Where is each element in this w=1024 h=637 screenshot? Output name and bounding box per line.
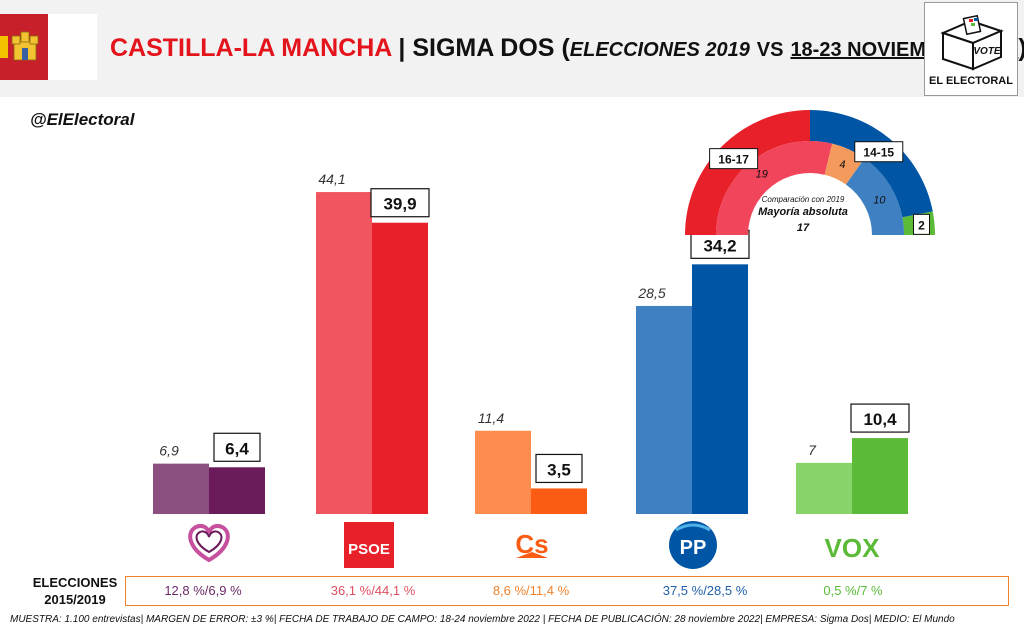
vox-history: 0,5 %/7 % [823,583,883,598]
cs-logo-icon: Cs [515,529,548,559]
hemicycle-inner-seg-2 [845,158,904,235]
cs-label-box-2022 [535,453,583,484]
pollster-name: SIGMA DOS [412,34,555,62]
cs-bar-2019 [475,430,531,514]
pp-history: 37,5 %/28,5 % [662,583,748,598]
cs-label-2022: 3,5 [547,460,571,479]
pp-bar-2022 [692,264,748,514]
podemos-logo-icon [188,523,230,563]
psoe-label-2022: 39,9 [383,195,416,214]
vox-logo-icon: VOX [825,533,881,563]
paren-open: ( [561,34,570,62]
el-electoral-logo: VOTE EL ELECTORAL [924,2,1018,96]
psoe-label-box-2022 [370,188,430,218]
cs-history: 8,6 %/11,4 % [492,583,570,598]
vox-bar-2022 [852,438,908,514]
podemos-label-2019: 6,9 [159,443,179,459]
header-bar: CASTILLA-LA MANCHA | SIGMA DOS (ELECCION… [0,0,1024,97]
elections-label-line2: 2015/2019 [44,592,106,607]
podemos-label-2022: 6,4 [225,439,249,458]
hemicycle-outer-label-2: 2 [918,218,925,232]
logo-name: EL ELECTORAL [929,75,1013,87]
page-title: CASTILLA-LA MANCHA | SIGMA DOS (ELECCION… [110,34,1024,63]
bars-layer: 6,9 6,4 44,1 39,9 11,4 3,5 28,5 34,2 7 10,4 [153,171,910,515]
paren-close: ) [1018,34,1024,62]
psoe-logo-icon: PSOE [344,522,394,568]
hemicycle-outer-box-0 [709,148,759,170]
pp-logo-text: PP [680,537,707,559]
psoe-label-2019: 44,1 [318,171,345,187]
hemicycle-inner-seg-0 [716,141,833,235]
bar-chart: 6,9 6,4 44,1 39,9 11,4 3,5 28,5 34,2 7 10,4 PSOE C… [153,110,935,569]
psoe-bar-2019 [316,192,372,514]
elections-row-label: ELECCIONES 2015/2019 [30,574,120,608]
podemos-bar-2019 [153,463,209,514]
vox-label-box-2022 [850,403,910,433]
hemicycle-majority-value: 17 [797,222,810,234]
vs-label: VS [756,39,784,61]
hemicycle-outer-seg-1 [810,110,933,218]
pp-label-2022: 34,2 [703,236,736,255]
ballot-box-icon: VOTE [940,14,1004,71]
cs-label-2019: 11,4 [478,410,504,426]
pp-logo-icon: PP [669,521,717,569]
party-logos-layer: PSOE Cs PP VOX [188,521,881,569]
podemos-label-box-2022 [213,432,261,462]
twitter-handle: @ElElectoral [30,110,135,129]
pp-label-2019: 28,5 [637,285,665,301]
vox-label-2019: 7 [808,442,817,458]
psoe-history: 36,1 %/44,1 % [330,583,416,598]
podemos-history: 12,8 %/6,9 % [164,583,242,598]
pp-label-box-2022 [690,229,750,259]
hemicycle-outer-box-2 [912,213,930,235]
hemicycle-compare-note: Comparación con 2019 [762,195,845,204]
elections-results-box [125,576,1009,606]
vox-bar-2019 [796,462,852,514]
vox-label-2022: 10,4 [863,410,897,429]
pp-bar-2019 [636,305,692,514]
seats-hemicycle: Comparación con 2019 Mayoría absoluta 17… [685,110,935,235]
hemicycle-majority-label: Mayoría absoluta [758,206,848,218]
elections-label-line1: ELECCIONES [32,575,118,590]
podemos-bar-2022 [209,467,265,514]
psoe-logo-text: PSOE [348,541,390,558]
hemicycle-inner-label-2: 10 [873,194,886,206]
vox-logo-text: VOX [825,533,881,563]
hemicycle-outer-seg-0 [685,110,810,235]
logo-vote-text: VOTE [973,46,1001,57]
title-separator: | [398,34,406,62]
hemicycle-outer-box-1 [854,141,904,163]
hemicycle-outer-label-0: 16-17 [718,153,749,167]
castilla-la-mancha-flag-icon [0,14,97,80]
psoe-bar-2022 [372,222,428,515]
methodology-footer: MUESTRA: 1.100 entrevistas| MARGEN DE ER… [10,614,955,625]
compare-label: ELECCIONES 2019 [569,39,750,61]
region-title: CASTILLA-LA MANCHA [110,34,392,62]
hemicycle-outer-label-1: 14-15 [863,146,894,160]
hemicycle-inner-label-1: 4 [839,159,845,171]
hemicycle-inner-label-0: 19 [756,169,768,181]
cs-bar-2022 [531,488,587,514]
